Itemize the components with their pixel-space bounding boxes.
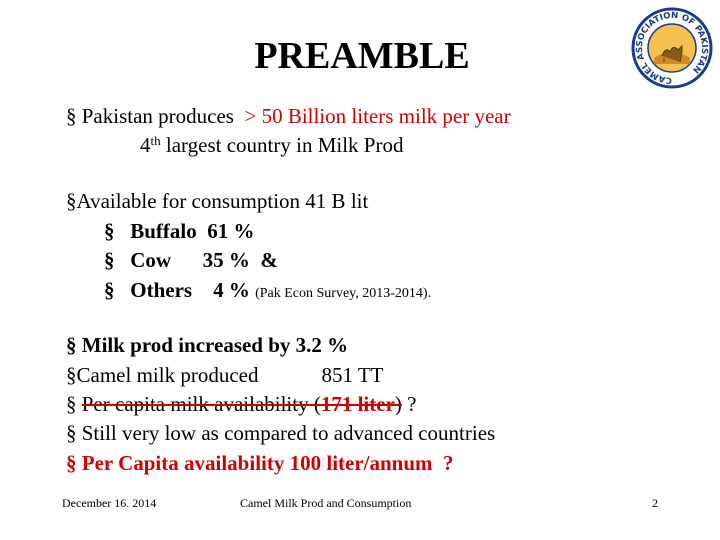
bullet: § xyxy=(66,363,77,387)
text: Others 4 % xyxy=(130,278,250,302)
text: 4 xyxy=(140,133,151,157)
line: § Others 4 % (Pak Econ Survey, 2013-2014… xyxy=(104,278,431,306)
line: § Per capita milk availability (171 lite… xyxy=(66,392,416,416)
line: § Cow 35 % & xyxy=(104,248,278,272)
title: PREAMBLE xyxy=(254,35,470,77)
line: § Milk prod increased by 3.2 % xyxy=(66,333,348,357)
bullet: § xyxy=(66,104,77,128)
bullet: § xyxy=(66,189,77,213)
line: §Camel milk produced 851 TT xyxy=(66,363,383,387)
bullet: § xyxy=(104,278,115,302)
bullet: § xyxy=(66,333,77,357)
text: Camel milk produced 851 TT xyxy=(76,363,384,387)
footer-title: Camel Milk Prod and Consumption xyxy=(240,496,412,510)
line: § Per Capita availability 100 liter/annu… xyxy=(66,451,454,475)
footer-date: December 16. 2014 xyxy=(62,496,157,510)
bullet: § xyxy=(66,392,77,416)
superscript: th xyxy=(150,133,161,148)
logo: CAMEL ASSOCIATION OF PAKISTAN xyxy=(631,7,713,89)
text: Still very low as compared to advanced c… xyxy=(81,421,496,445)
line: 4th largest country in Milk Prod xyxy=(140,133,403,157)
source: (Pak Econ Survey, 2013-2014). xyxy=(255,286,432,301)
text: Milk prod increased by 3.2 % xyxy=(81,333,349,357)
line: § Still very low as compared to advanced… xyxy=(66,421,495,445)
line: §Available for consumption 41 B lit xyxy=(66,189,368,213)
highlight: 171 liter xyxy=(320,392,395,416)
bullet: § xyxy=(66,421,77,445)
page-number: 2 xyxy=(652,496,658,510)
text: Per Capita availability 100 liter/annum … xyxy=(81,451,454,475)
highlight: > 50 Billion liters milk per year xyxy=(244,104,511,128)
text: Per capita milk availability ( xyxy=(81,392,321,416)
line: § Pakistan produces > 50 Billion liters … xyxy=(66,104,511,128)
bullet: § xyxy=(66,451,77,475)
line: § Buffalo 61 % xyxy=(104,219,255,243)
text: ? xyxy=(401,392,417,416)
text: Buffalo 61 % xyxy=(130,219,255,243)
bullet: § xyxy=(104,248,115,272)
text: ) xyxy=(394,392,402,416)
text: Available for consumption 41 B lit xyxy=(76,189,369,213)
text: Cow 35 % & xyxy=(130,248,278,272)
text: Pakistan produces xyxy=(81,104,234,128)
bullet: § xyxy=(104,219,115,243)
text: largest country in Milk Prod xyxy=(165,133,404,157)
